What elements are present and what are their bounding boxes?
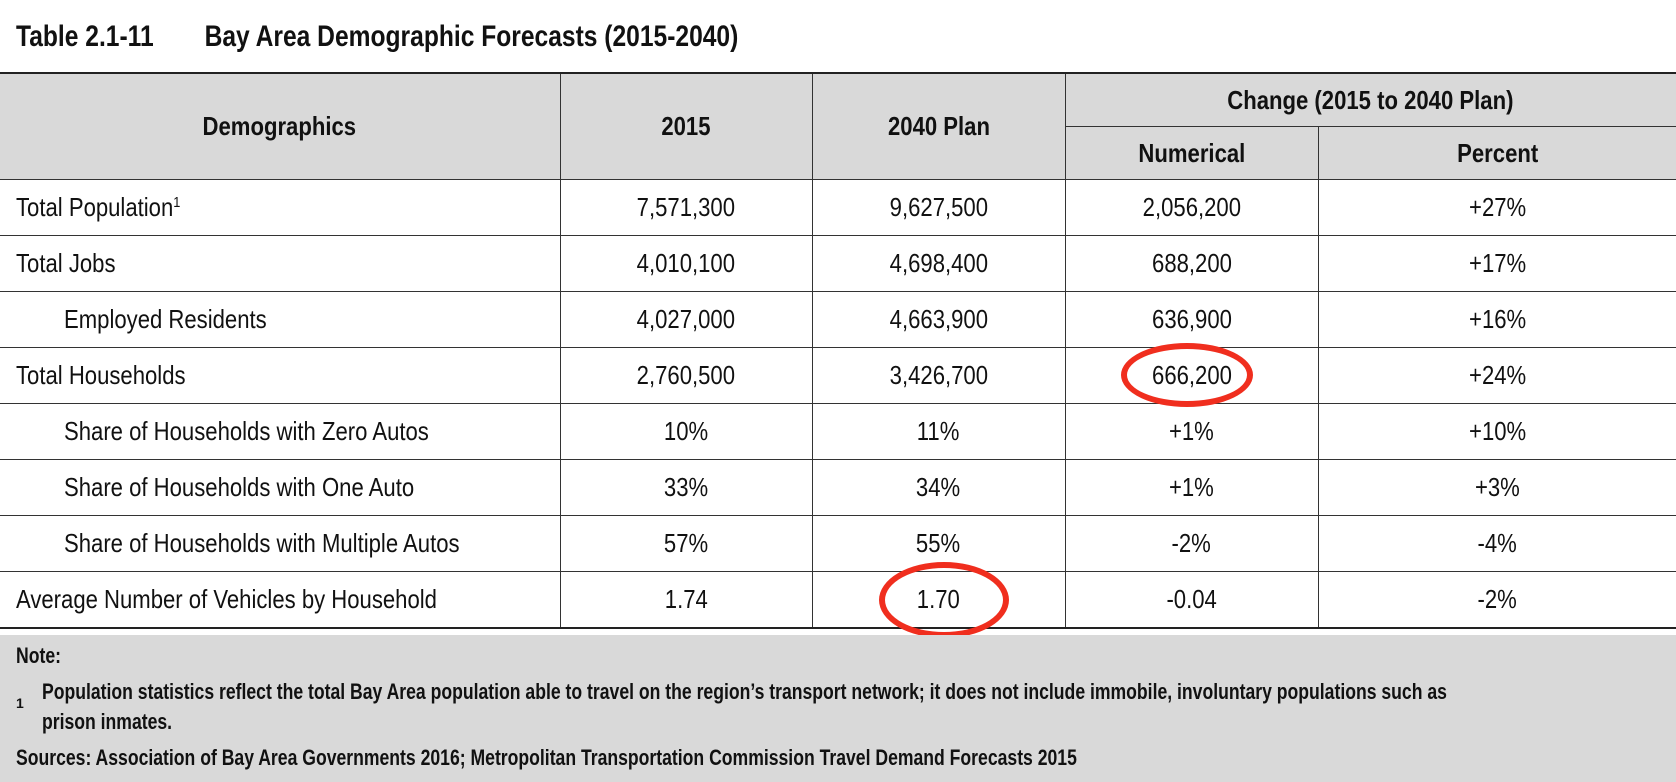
cell-2040: 3,426,700 bbox=[811, 347, 1066, 404]
header-2015: 2015 bbox=[559, 72, 813, 180]
cell-2040: 1.70 bbox=[811, 562, 1066, 638]
cell-numerical: -0.04 bbox=[1064, 571, 1319, 629]
row-label: Employed Residents bbox=[0, 291, 561, 348]
header-change-group: Change (2015 to 2040 Plan) bbox=[1064, 72, 1676, 127]
table-row: Share of Households with Zero Autos 10% … bbox=[0, 403, 1676, 460]
cell-numerical: -2% bbox=[1064, 515, 1319, 572]
cell-percent: -4% bbox=[1317, 515, 1676, 572]
header-percent: Percent bbox=[1317, 126, 1676, 180]
table-row: Total Population1 7,571,300 9,627,500 2,… bbox=[0, 179, 1676, 236]
cell-2040: 11% bbox=[811, 403, 1066, 460]
cell-2015: 1.74 bbox=[559, 571, 813, 629]
cell-2040: 4,663,900 bbox=[811, 291, 1066, 348]
cell-2040: 55% bbox=[811, 515, 1066, 572]
table-number: Table 2.1-11 bbox=[16, 20, 154, 53]
row-label: Total Population1 bbox=[0, 179, 561, 236]
cell-numerical: +1% bbox=[1064, 403, 1319, 460]
demographics-table: Demographics 2015 2040 Plan Change (2015… bbox=[0, 72, 1676, 638]
table-row: Share of Households with One Auto 33% 34… bbox=[0, 459, 1676, 516]
table-row: Total Households 2,760,500 3,426,700 666… bbox=[0, 343, 1676, 407]
cell-2015: 4,010,100 bbox=[559, 235, 813, 292]
cell-percent: -2% bbox=[1317, 571, 1676, 629]
cell-2015: 57% bbox=[559, 515, 813, 572]
cell-percent: +24% bbox=[1317, 347, 1676, 404]
footnote-marker: 1 bbox=[16, 695, 24, 711]
footnote-text-line1: Population statistics reflect the total … bbox=[42, 679, 1447, 704]
row-label: Share of Households with One Auto bbox=[0, 459, 561, 516]
header-2040-plan: 2040 Plan bbox=[811, 72, 1066, 180]
row-label: Average Number of Vehicles by Household bbox=[0, 571, 561, 629]
cell-percent: +27% bbox=[1317, 179, 1676, 236]
table-row: Employed Residents 4,027,000 4,663,900 6… bbox=[0, 291, 1676, 348]
cell-numerical: 2,056,200 bbox=[1064, 179, 1319, 236]
row-label: Share of Households with Zero Autos bbox=[0, 403, 561, 460]
cell-numerical: 688,200 bbox=[1064, 235, 1319, 292]
table-row: Average Number of Vehicles by Household … bbox=[0, 562, 1676, 638]
cell-percent: +3% bbox=[1317, 459, 1676, 516]
table-row: Share of Households with Multiple Autos … bbox=[0, 515, 1676, 572]
cell-numerical: +1% bbox=[1064, 459, 1319, 516]
cell-2040: 9,627,500 bbox=[811, 179, 1066, 236]
table-title-text: Bay Area Demographic Forecasts (2015-204… bbox=[204, 20, 739, 53]
cell-2015: 33% bbox=[559, 459, 813, 516]
cell-2015: 10% bbox=[559, 403, 813, 460]
sources-text: Sources: Association of Bay Area Governm… bbox=[16, 745, 1077, 770]
cell-percent: +10% bbox=[1317, 403, 1676, 460]
cell-2040: 34% bbox=[811, 459, 1066, 516]
cell-2015: 2,760,500 bbox=[559, 347, 813, 404]
header-demographics: Demographics bbox=[0, 72, 561, 180]
notes-section: Note: 1 Population statistics reflect th… bbox=[0, 635, 1676, 782]
cell-2015: 7,571,300 bbox=[559, 179, 813, 236]
header-numerical: Numerical bbox=[1065, 126, 1319, 180]
footnote-ref: 1 bbox=[173, 194, 181, 211]
row-label: Total Households bbox=[0, 347, 561, 404]
cell-percent: +17% bbox=[1317, 235, 1676, 292]
table-title: Table 2.1-11 Bay Area Demographic Forecas… bbox=[16, 20, 738, 54]
note-heading: Note: bbox=[16, 643, 61, 668]
cell-percent: +16% bbox=[1317, 291, 1676, 348]
table-row: Total Jobs 4,010,100 4,698,400 688,200 +… bbox=[0, 235, 1676, 292]
cell-2015: 4,027,000 bbox=[559, 291, 813, 348]
row-label: Share of Households with Multiple Autos bbox=[0, 515, 561, 572]
cell-numerical: 666,200 bbox=[1064, 343, 1319, 407]
footnote-text-line2: prison inmates. bbox=[42, 709, 173, 734]
cell-2040: 4,698,400 bbox=[811, 235, 1066, 292]
row-label: Total Jobs bbox=[0, 235, 561, 292]
cell-numerical: 636,900 bbox=[1064, 291, 1319, 348]
